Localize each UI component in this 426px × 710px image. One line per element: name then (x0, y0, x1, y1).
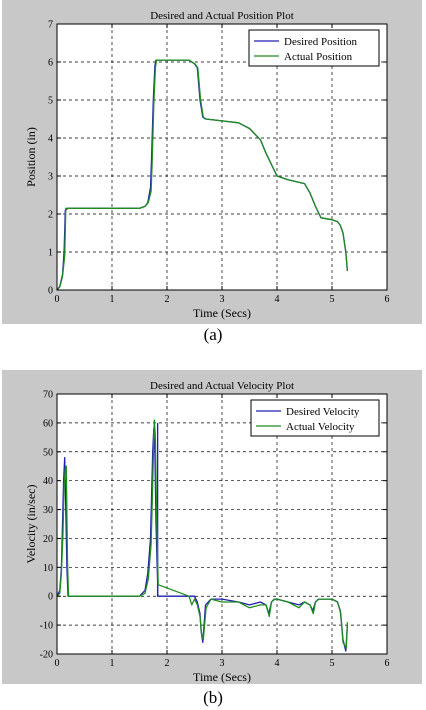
legend: Desired Position Actual Position (248, 29, 380, 67)
chart-title: Desired and Actual Position Plot (150, 10, 294, 22)
y-tick-label: 5 (48, 96, 53, 107)
caption-a: (a) (203, 325, 223, 344)
x-tick-label: 4 (275, 658, 280, 669)
x-axis-label: Time (Secs) (193, 306, 251, 320)
y-tick-label: 40 (43, 476, 53, 487)
y-tick-label: 3 (48, 172, 53, 183)
legend-box (248, 29, 380, 67)
y-tick-label: 1 (48, 248, 53, 259)
y-tick-label: 6 (48, 58, 53, 69)
y-tick-label: 4 (48, 134, 53, 145)
caption-b: (b) (203, 688, 223, 707)
position-plot-figure: 0 1 2 3 4 5 6 0 1 2 3 4 5 6 7 Desired and Actual Positi… (2, 0, 422, 324)
x-tick-label: 4 (275, 294, 280, 305)
y-tick-label: 50 (43, 447, 53, 458)
legend-label-2: Actual Position (284, 51, 353, 63)
legend-box (250, 399, 380, 437)
y-tick-label: 30 (43, 505, 53, 516)
y-tick-label: 10 (43, 563, 53, 574)
x-tick-label: 0 (55, 658, 60, 669)
y-axis-label: Velocity (in/sec) (24, 485, 38, 564)
y-tick-label: -20 (40, 650, 53, 661)
x-tick-label: 3 (220, 294, 225, 305)
x-tick-label: 5 (330, 658, 335, 669)
x-tick-label: 2 (165, 658, 170, 669)
legend-label-2: Actual Velocity (286, 421, 355, 433)
x-tick-label: 1 (110, 658, 115, 669)
y-tick-label: 0 (48, 286, 53, 297)
x-tick-label: 1 (110, 294, 115, 305)
legend: Desired Velocity Actual Velocity (250, 399, 380, 437)
y-tick-label: 0 (48, 592, 53, 603)
y-tick-label: 60 (43, 418, 53, 429)
legend-label-1: Desired Velocity (286, 406, 360, 418)
y-tick-label: 20 (43, 534, 53, 545)
x-tick-label: 6 (385, 658, 390, 669)
x-tick-label: 5 (330, 294, 335, 305)
y-tick-label: -10 (40, 621, 53, 632)
x-tick-label: 6 (385, 294, 390, 305)
x-tick-label: 3 (220, 658, 225, 669)
velocity-plot-figure: 0 1 2 3 4 5 6 -20 -10 0 10 20 30 40 50 60 70 Desired and … (2, 370, 422, 684)
y-tick-label: 7 (48, 20, 53, 31)
series-line-2 (56, 59, 349, 291)
chart-title: Desired and Actual Velocity Plot (150, 380, 294, 392)
x-tick-label: 2 (165, 294, 170, 305)
y-tick-label: 70 (43, 390, 53, 401)
x-tick-label: 0 (55, 294, 60, 305)
y-axis-label: Position (in) (24, 127, 38, 187)
x-axis-label: Time (Secs) (193, 670, 251, 684)
position-plot: 0 1 2 3 4 5 6 0 1 2 3 4 5 6 7 Desired and Actual Positi… (24, 10, 390, 320)
series-line-2 (56, 419, 349, 649)
y-tick-label: 2 (48, 210, 53, 221)
velocity-plot: 0 1 2 3 4 5 6 -20 -10 0 10 20 30 40 50 60 70 Desired and … (24, 380, 390, 684)
legend-label-1: Desired Position (284, 36, 358, 48)
